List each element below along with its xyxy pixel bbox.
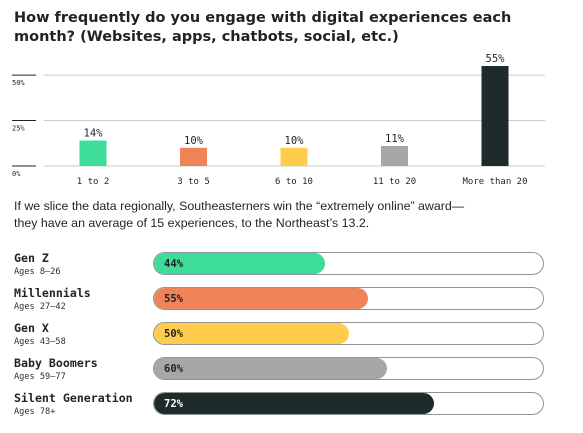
chart-title: How frequently do you engage with digita… bbox=[14, 10, 512, 45]
generation-bar-track: 44% bbox=[153, 252, 544, 275]
generation-ages: Ages 27–42 bbox=[14, 302, 66, 312]
generation-name: Silent Generation bbox=[14, 391, 133, 405]
bar bbox=[79, 140, 107, 166]
generation-ages: Ages 59–77 bbox=[14, 372, 66, 382]
generation-name: Millennials bbox=[14, 286, 91, 300]
generation-bar-track: 55% bbox=[153, 287, 544, 310]
generation-name: Baby Boomers bbox=[14, 356, 98, 370]
bar bbox=[481, 66, 509, 166]
generation-row: Baby Boomers Ages 59–77 60% bbox=[0, 355, 583, 390]
generation-bar bbox=[154, 288, 368, 309]
regional-caption: If we slice the data regionally, Southea… bbox=[14, 199, 465, 230]
x-tick-label: 3 to 5 bbox=[177, 177, 210, 187]
generation-bar bbox=[154, 323, 349, 344]
bar-value-label: 11% bbox=[385, 133, 405, 145]
bar-value-label: 10% bbox=[285, 135, 305, 147]
bar-value-label: 10% bbox=[184, 135, 204, 147]
generation-bar bbox=[154, 358, 388, 379]
generation-value-label: 60% bbox=[164, 363, 183, 375]
bar-value-label: 14% bbox=[84, 128, 104, 140]
generation-name: Gen Z bbox=[14, 251, 49, 265]
bar bbox=[381, 146, 408, 166]
generation-name: Gen X bbox=[14, 321, 49, 335]
x-tick-label: More than 20 bbox=[462, 177, 527, 187]
generation-row: Gen X Ages 43–58 50% bbox=[0, 320, 583, 355]
generation-row: Millennials Ages 27–42 55% bbox=[0, 285, 583, 320]
generation-value-label: 50% bbox=[164, 328, 183, 340]
bar bbox=[180, 147, 207, 166]
generation-bar-track: 72% bbox=[153, 392, 544, 415]
generation-ages: Ages 8–26 bbox=[14, 267, 61, 277]
generation-row: Silent Generation Ages 78+ 72% bbox=[0, 390, 583, 425]
y-tick-label: 0% bbox=[12, 170, 21, 178]
x-tick-label: 6 to 10 bbox=[275, 177, 313, 187]
generation-bar bbox=[154, 393, 435, 414]
generation-bar-track: 60% bbox=[153, 357, 544, 380]
generation-value-label: 55% bbox=[164, 293, 183, 305]
bar bbox=[280, 147, 308, 166]
y-tick-label: 25% bbox=[12, 125, 25, 133]
bar-value-label: 55% bbox=[486, 53, 506, 65]
x-tick-label: 11 to 20 bbox=[373, 177, 416, 187]
generation-value-label: 44% bbox=[164, 258, 183, 270]
generation-ages: Ages 78+ bbox=[14, 407, 56, 417]
generation-value-label: 72% bbox=[164, 398, 183, 410]
generation-ages: Ages 43–58 bbox=[14, 337, 66, 347]
generation-bar bbox=[154, 253, 326, 274]
x-tick-label: 1 to 2 bbox=[77, 177, 110, 187]
generation-bar-track: 50% bbox=[153, 322, 544, 345]
generation-row: Gen Z Ages 8–26 44% bbox=[0, 250, 583, 285]
frequency-bar-chart: 0% 25% 50% 14% 1 to 2 10% 3 to 5 10% 6 to 10 11% 1… bbox=[12, 53, 545, 187]
y-tick-label: 50% bbox=[12, 79, 25, 87]
